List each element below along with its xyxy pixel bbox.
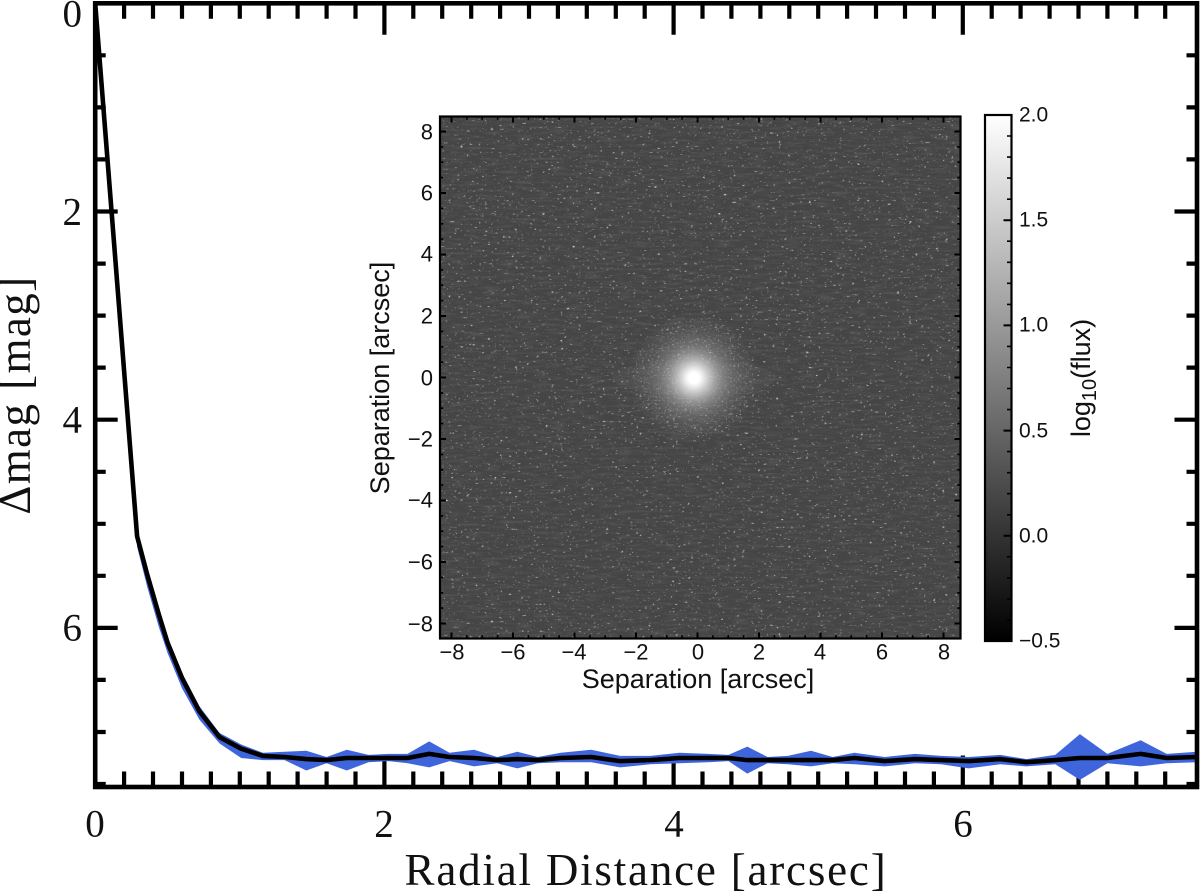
- svg-text:−2: −2: [623, 640, 648, 665]
- svg-text:0.5: 0.5: [1019, 420, 1048, 443]
- svg-text:−0.5: −0.5: [1019, 630, 1060, 653]
- svg-text:4: 4: [664, 803, 684, 846]
- svg-text:Separation [arcsec]: Separation [arcsec]: [582, 664, 815, 694]
- svg-text:Separation [arcsec]: Separation [arcsec]: [365, 262, 395, 495]
- svg-text:−2: −2: [408, 427, 433, 452]
- svg-text:6: 6: [953, 803, 973, 846]
- svg-text:0: 0: [85, 803, 105, 846]
- svg-text:6: 6: [63, 607, 83, 650]
- svg-text:6: 6: [421, 181, 433, 206]
- svg-text:2: 2: [421, 304, 433, 329]
- svg-text:0: 0: [63, 0, 83, 36]
- svg-text:2.0: 2.0: [1019, 104, 1048, 127]
- svg-text:0: 0: [692, 640, 704, 665]
- svg-text:4: 4: [63, 399, 83, 442]
- svg-text:−8: −8: [439, 640, 464, 665]
- svg-text:Δmag [mag]: Δmag [mag]: [0, 275, 40, 514]
- svg-text:−4: −4: [408, 488, 433, 513]
- svg-text:1.0: 1.0: [1019, 314, 1048, 337]
- svg-text:6: 6: [876, 640, 888, 665]
- svg-text:8: 8: [421, 120, 433, 145]
- svg-text:−6: −6: [500, 640, 525, 665]
- svg-text:−6: −6: [408, 550, 433, 575]
- svg-text:log10(flux): log10(flux): [1066, 319, 1101, 437]
- svg-text:0.0: 0.0: [1019, 525, 1048, 548]
- svg-text:Radial Distance [arcsec]: Radial Distance [arcsec]: [405, 845, 888, 894]
- svg-text:1.5: 1.5: [1019, 209, 1048, 232]
- svg-text:2: 2: [63, 191, 83, 234]
- svg-text:−8: −8: [408, 612, 433, 637]
- svg-text:0: 0: [421, 366, 433, 391]
- svg-text:2: 2: [374, 803, 394, 846]
- svg-text:4: 4: [421, 242, 433, 267]
- svg-text:−4: −4: [561, 640, 586, 665]
- svg-text:4: 4: [814, 640, 826, 665]
- svg-text:2: 2: [753, 640, 765, 665]
- svg-text:8: 8: [938, 640, 950, 665]
